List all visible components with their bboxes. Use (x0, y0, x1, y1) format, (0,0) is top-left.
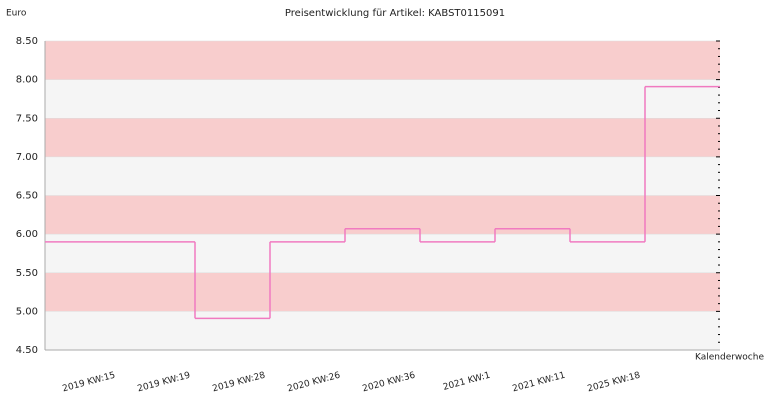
chart-title: Preisentwicklung für Artikel: KABST01150… (285, 8, 505, 19)
x-tick-label: 2021 KW:11 (511, 371, 566, 395)
x-tick-label: 2019 KW:15 (61, 371, 116, 395)
y-tick-label: 8.50 (16, 36, 38, 47)
band (45, 118, 720, 157)
y-tick-label: 8.00 (16, 75, 38, 86)
y-tick-label: 6.50 (16, 191, 38, 202)
y-tick-label: 7.50 (16, 113, 38, 124)
y-tick-label: 6.00 (16, 229, 38, 240)
x-tick-label: 2020 KW:36 (361, 371, 416, 395)
y-tick-label: 5.50 (16, 268, 38, 279)
band (45, 79, 720, 119)
x-tick-label: 2019 KW:28 (211, 371, 266, 395)
band (45, 156, 720, 196)
y-tick-label: 4.50 (16, 345, 38, 356)
band (45, 195, 720, 235)
band (45, 311, 720, 350)
x-axis-label: Kalenderwoche (695, 353, 764, 363)
y-tick-label: 5.00 (16, 306, 38, 317)
band (45, 234, 720, 273)
x-tick-label: 2019 KW:19 (136, 371, 191, 395)
x-tick-label: 2020 KW:26 (286, 371, 341, 395)
band (45, 41, 720, 80)
x-tick-label: 2021 KW:1 (442, 371, 491, 393)
y-tick-label: 7.00 (16, 152, 38, 163)
y-axis-label: Euro (6, 9, 27, 19)
x-tick-label: 2025 KW:18 (586, 371, 641, 395)
band (45, 272, 720, 312)
